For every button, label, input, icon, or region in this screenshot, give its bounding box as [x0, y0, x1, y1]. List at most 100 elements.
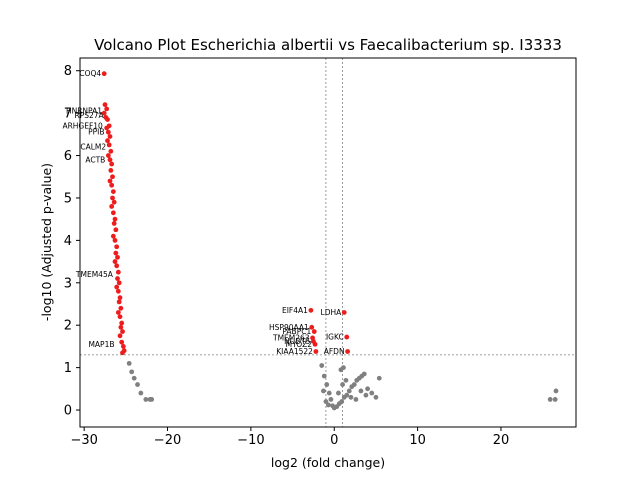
x-tick-label: 10	[409, 433, 426, 448]
significant-point	[118, 324, 124, 330]
nonsignificant-point	[143, 397, 149, 402]
significant-point	[105, 129, 111, 135]
nonsignificant-point	[552, 397, 558, 402]
significant-point	[345, 349, 350, 354]
significant-point	[105, 117, 110, 122]
significant-point	[112, 216, 118, 222]
y-tick-label: 3	[64, 276, 72, 291]
significant-point	[119, 339, 125, 345]
significant-point	[117, 333, 123, 339]
significant-point	[104, 106, 110, 112]
nonsignificant-point	[138, 390, 144, 396]
gene-label: KIAA1522	[276, 347, 313, 356]
nonsignificant-point	[131, 375, 137, 381]
significant-point	[106, 142, 112, 148]
x-tick-label: −30	[70, 433, 97, 448]
significant-point	[312, 341, 318, 347]
nonsignificant-point	[348, 394, 354, 400]
significant-point	[111, 199, 117, 205]
gene-label: TMEM45A	[75, 270, 114, 279]
significant-point	[115, 288, 121, 294]
significant-point	[110, 195, 115, 201]
significant-point	[109, 161, 115, 167]
significant-point	[108, 167, 114, 173]
significant-point	[115, 269, 121, 275]
significant-point	[107, 134, 113, 139]
nonsignificant-point	[363, 392, 369, 398]
significant-point	[120, 350, 125, 356]
gene-label: IGKC	[326, 333, 344, 342]
nonsignificant-point	[361, 371, 367, 377]
nonsignificant-point	[369, 390, 375, 396]
nonsignificant-point	[376, 375, 382, 381]
x-tick-label: 20	[493, 433, 510, 448]
gene-label: MAP1B	[88, 340, 114, 349]
y-tick-label: 0	[64, 404, 72, 419]
nonsignificant-point	[135, 382, 140, 387]
y-tick-label: 7	[64, 107, 72, 122]
nonsignificant-point	[344, 392, 350, 398]
nonsignificant-point	[351, 382, 357, 387]
nonsignificant-point	[319, 363, 325, 368]
nonsignificant-point	[343, 377, 349, 383]
x-axis-title: log2 (fold change)	[271, 455, 385, 470]
significant-point	[113, 227, 119, 233]
y-tick-label: 4	[64, 234, 72, 249]
significant-point	[109, 204, 115, 209]
significant-point	[118, 305, 124, 311]
significant-point	[115, 310, 121, 315]
nonsignificant-point	[336, 390, 341, 396]
gene-label: PPIB	[88, 128, 104, 137]
nonsignificant-point	[326, 390, 332, 396]
axes: −30 −20 −10 0 10 20 0 1 2 3 4 5 6 7 8	[64, 57, 577, 448]
gene-label: EIF4A1	[282, 306, 308, 315]
nonsignificant-point	[323, 399, 329, 404]
significant-point	[115, 254, 120, 260]
nonsignificant-point	[321, 388, 326, 394]
nonsignificant-point	[341, 365, 346, 371]
significant-point	[344, 334, 350, 340]
significant-point	[116, 280, 122, 286]
significant-point	[107, 157, 113, 163]
x-tick-label: −20	[154, 433, 181, 448]
gene-label: LDHA	[321, 308, 343, 317]
significant-point	[112, 259, 118, 264]
nonsignificant-point	[373, 394, 379, 400]
significant-point	[308, 307, 314, 313]
significant-point	[116, 299, 122, 305]
significant-point	[108, 148, 114, 154]
nonsignificant-point	[553, 388, 559, 394]
significant-point	[313, 349, 319, 354]
y-tick-label: 8	[64, 64, 72, 79]
significant-point	[101, 71, 107, 77]
significant-point	[117, 314, 123, 320]
significant-point	[110, 210, 116, 216]
nonsignificant-point	[129, 369, 135, 375]
nonsignificant-point	[547, 397, 553, 402]
plot-frame	[79, 57, 577, 428]
y-tick-label: 1	[64, 361, 72, 376]
significant-point	[112, 237, 118, 243]
gene-label: CALM2	[80, 143, 106, 152]
y-axis-title: -log10 (Adjusted p-value)	[39, 163, 54, 321]
significant-point	[110, 189, 116, 195]
significant-point	[117, 295, 123, 301]
significant-point	[102, 102, 108, 108]
significant-point	[119, 320, 125, 326]
gene-label: PABPC1	[282, 327, 311, 336]
significant-point	[309, 324, 315, 330]
nonsignificant-point	[353, 397, 359, 402]
nonsignificant-point	[324, 382, 330, 387]
significant-point	[114, 284, 120, 290]
y-tick-label: 5	[64, 191, 72, 206]
nonsignificant-point	[358, 388, 364, 394]
significant-point	[105, 153, 111, 158]
significant-point	[311, 329, 317, 334]
significant-point	[341, 310, 347, 315]
significant-point	[114, 244, 120, 250]
gene-label: RPS27A	[75, 111, 105, 120]
gene-label: NUDT5	[284, 337, 310, 346]
significant-point	[113, 250, 119, 256]
gene-label: AFDN	[324, 347, 345, 356]
